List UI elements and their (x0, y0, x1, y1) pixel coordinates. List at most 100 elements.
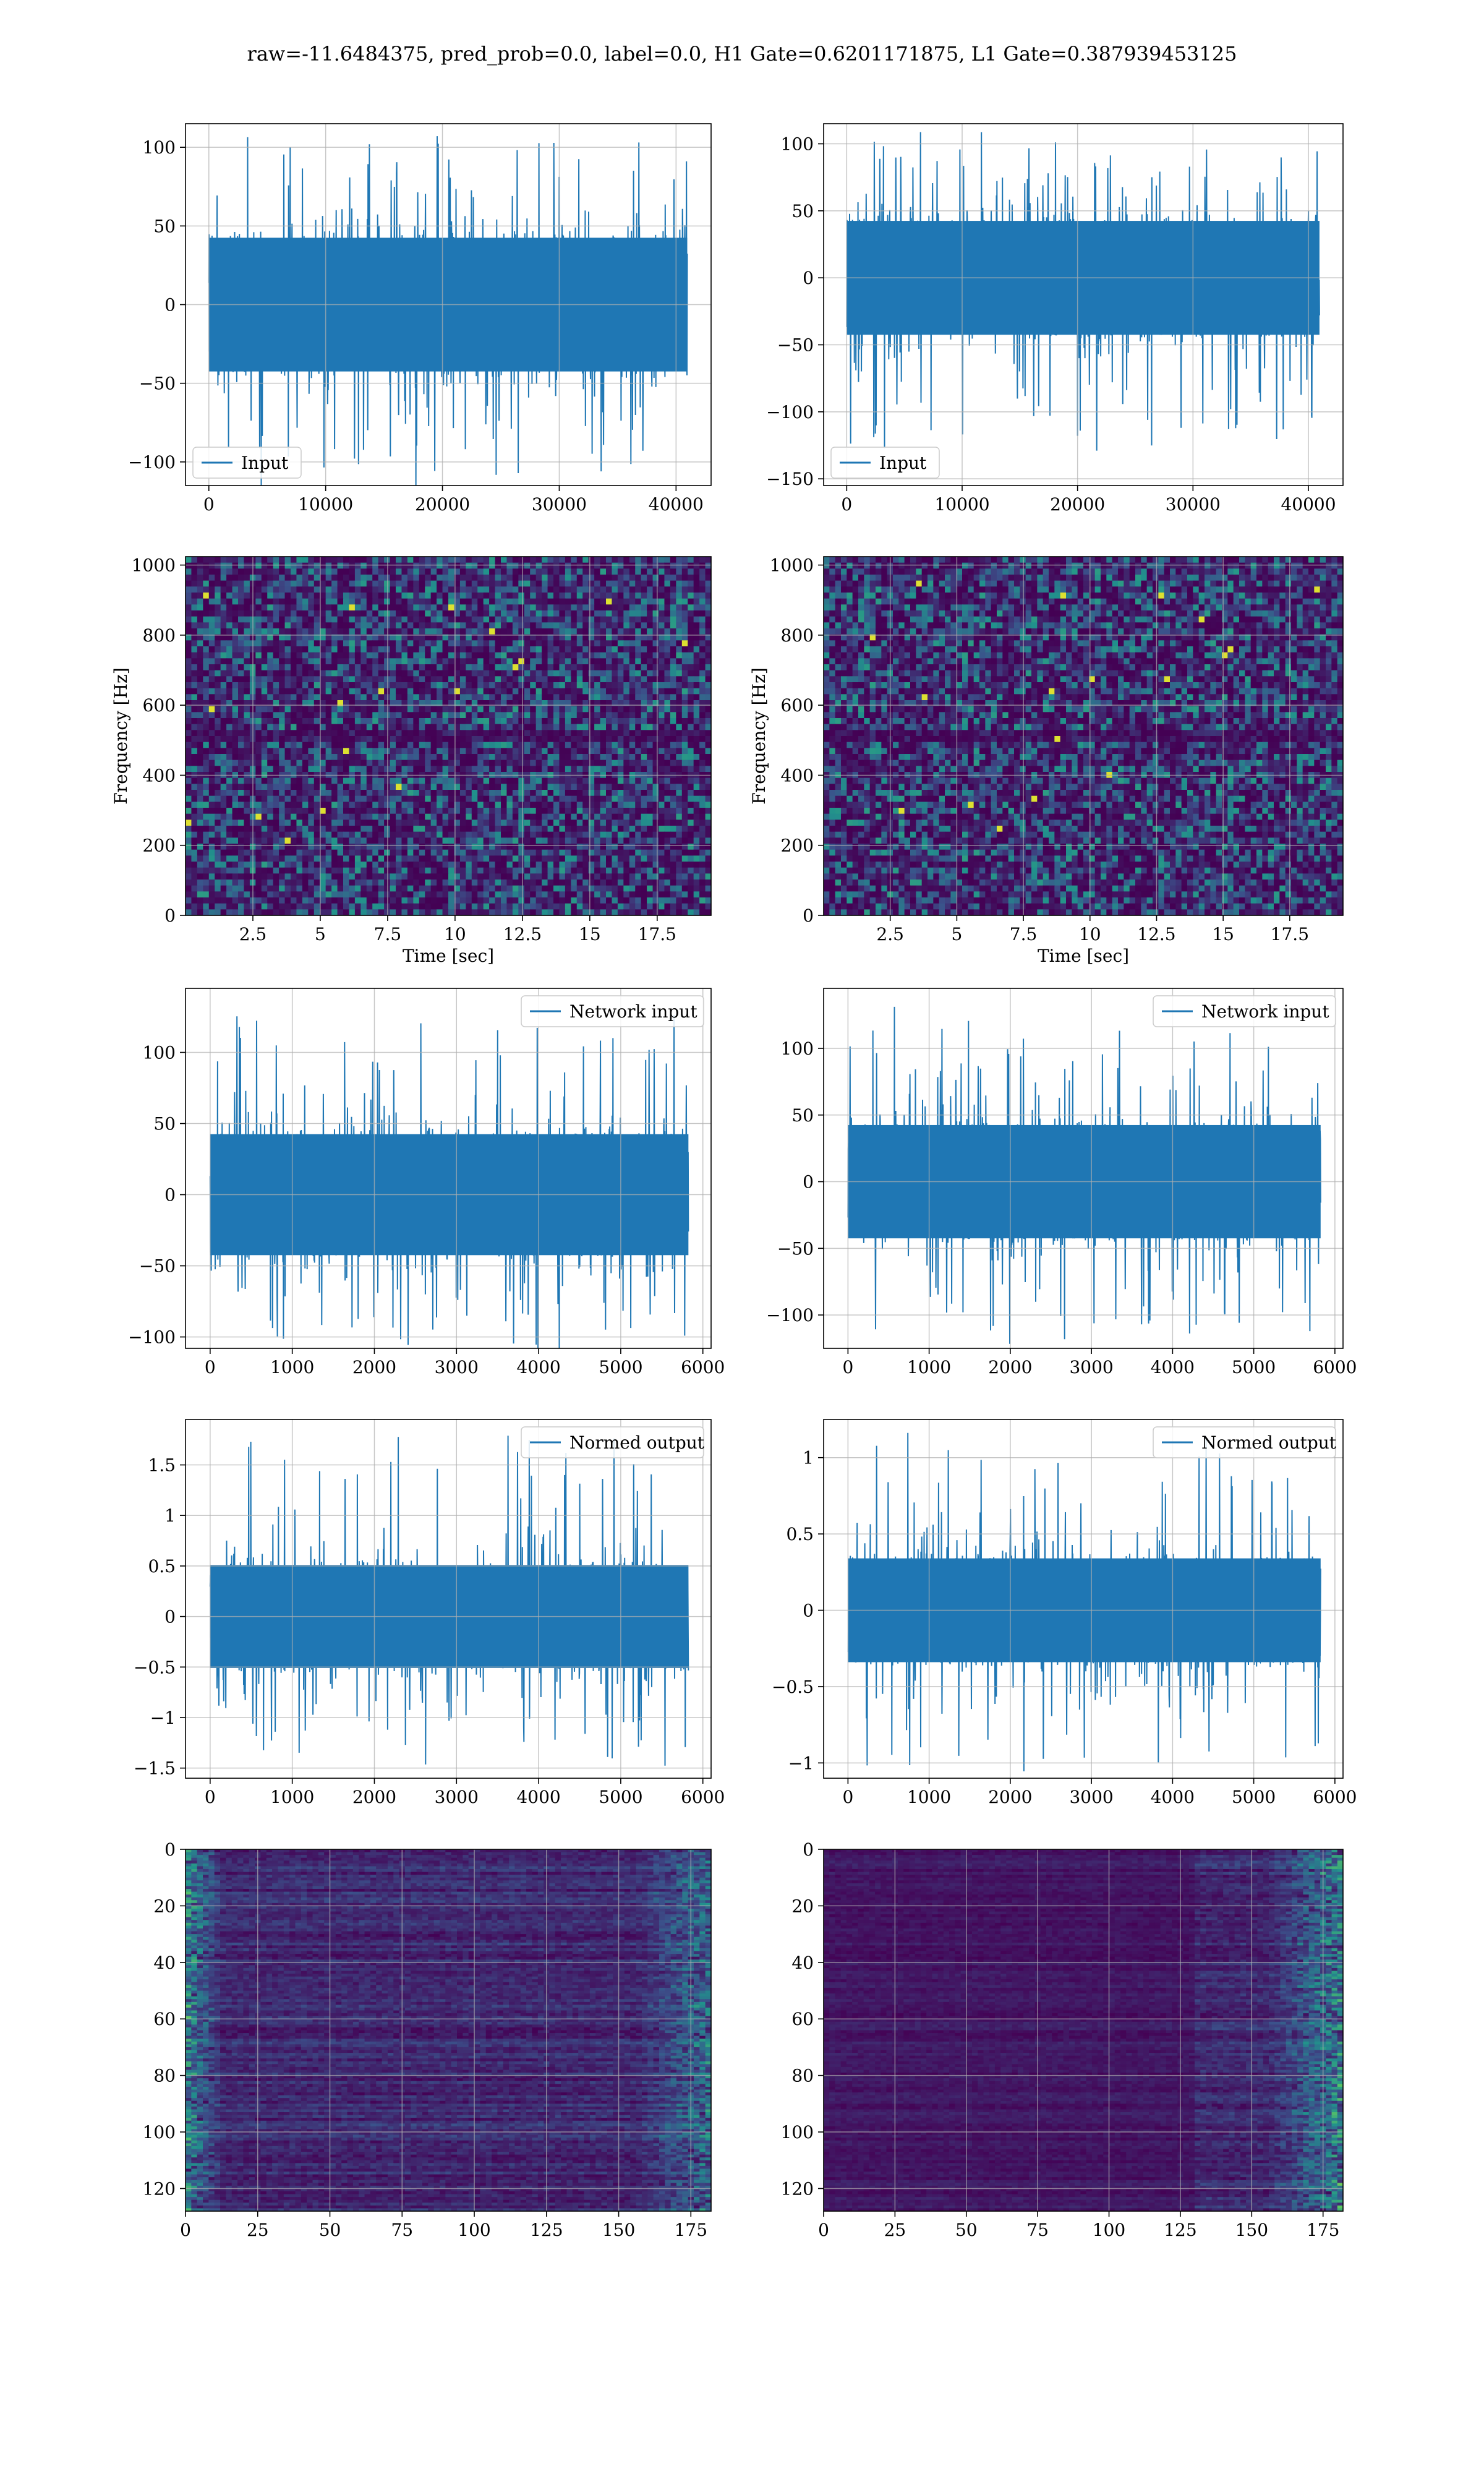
legend: Input (830, 447, 940, 479)
heatmap-cell (688, 706, 694, 713)
heatmap-cell (302, 766, 309, 773)
heatmap-cell (267, 820, 274, 826)
heatmap-cell (559, 813, 566, 820)
heatmap-cell (518, 855, 525, 862)
heatmap-cell (448, 652, 455, 659)
heatmap-cell (419, 610, 425, 617)
heatmap-cell (401, 706, 408, 713)
heatmap-cell (419, 831, 425, 838)
heatmap-cell (337, 604, 344, 611)
heatmap-cell (238, 575, 245, 581)
heatmap-cell (530, 688, 537, 695)
heatmap-cell (670, 820, 676, 826)
heatmap-cell (530, 646, 537, 653)
heatmap-cell (623, 670, 630, 677)
heatmap-cell (238, 610, 245, 617)
heatmap-cell (664, 844, 671, 850)
heatmap-cell (407, 867, 414, 874)
heatmap-cell (390, 867, 396, 874)
heatmap-cell (320, 598, 326, 605)
heatmap-cell (208, 754, 215, 761)
heatmap-cell (186, 652, 192, 659)
heatmap-cell (594, 826, 601, 833)
heatmap-cell (512, 634, 519, 641)
heatmap-cell (279, 748, 286, 755)
heatmap-cell (629, 562, 636, 569)
heatmap-cell (244, 622, 250, 629)
heatmap-cell (186, 766, 192, 773)
heatmap-cell (372, 802, 379, 808)
heatmap-cell (325, 562, 332, 569)
heatmap-cell (670, 676, 676, 683)
heatmap-cell (186, 676, 192, 683)
heatmap-cell (641, 813, 647, 820)
heatmap-cell (343, 622, 350, 629)
heatmap-cell (471, 712, 478, 719)
x-tick-label: 10000 (298, 494, 353, 515)
heatmap-cell (349, 604, 356, 611)
heatmap-cell (390, 622, 396, 629)
heatmap-cell (372, 766, 379, 773)
heatmap-cell (547, 777, 554, 784)
heatmap-cell (471, 694, 478, 701)
heatmap-cell (518, 849, 525, 856)
heatmap-cell (576, 682, 583, 689)
heatmap-cell (471, 795, 478, 802)
heatmap-cell (273, 831, 279, 838)
heatmap-cell (360, 562, 367, 569)
heatmap-cell (647, 670, 654, 677)
heatmap-cell (284, 575, 291, 581)
heatmap-cell (483, 790, 490, 797)
heatmap-cell (442, 580, 449, 587)
heatmap-cell (313, 604, 320, 611)
heatmap-cell (396, 664, 403, 671)
heatmap-cell (547, 837, 554, 844)
heatmap-cell (582, 586, 589, 593)
heatmap-cell (629, 616, 636, 623)
heatmap-cell (454, 712, 461, 719)
heatmap-cell (495, 568, 501, 575)
heatmap-cell (372, 795, 379, 802)
heatmap-cell (378, 670, 385, 677)
heatmap-cell (681, 855, 688, 862)
heatmap-cell (425, 712, 432, 719)
heatmap-cell (524, 682, 531, 689)
heatmap-cell (197, 664, 203, 671)
heatmap-cell (489, 766, 496, 773)
heatmap-cell (390, 730, 396, 737)
heatmap-cell (291, 873, 297, 880)
heatmap-cell (325, 688, 332, 695)
heatmap-cell (594, 802, 601, 808)
heatmap-cell (588, 754, 595, 761)
heatmap-cell (559, 760, 566, 766)
heatmap-cell (501, 616, 508, 623)
heatmap-cell (571, 562, 578, 569)
heatmap-cell (203, 568, 210, 575)
heatmap-cell (629, 873, 636, 880)
heatmap-cell (208, 557, 215, 563)
heatmap-cell (629, 593, 636, 599)
heatmap-cell (495, 682, 501, 689)
heatmap-cell (220, 790, 227, 797)
heatmap-cell (273, 634, 279, 641)
heatmap-cell (699, 712, 706, 719)
heatmap-cell (565, 736, 571, 743)
heatmap-cell (588, 766, 595, 773)
heatmap-cell (576, 670, 583, 677)
heatmap-cell (600, 593, 607, 599)
heatmap-cell (425, 652, 432, 659)
heatmap-cell (477, 718, 484, 725)
heatmap-cell (559, 777, 566, 784)
heatmap-cell (670, 628, 676, 635)
heatmap-cell (466, 610, 472, 617)
heatmap-cell (617, 802, 624, 808)
heatmap-cell (232, 813, 239, 820)
heatmap-cell (617, 844, 624, 850)
heatmap-cell (284, 718, 291, 725)
heatmap-cell (582, 826, 589, 833)
heatmap-cell (296, 682, 303, 689)
heatmap-cell (542, 557, 548, 563)
heatmap-cell (553, 718, 560, 725)
heatmap-cell (390, 855, 396, 862)
heatmap-cell (501, 777, 508, 784)
